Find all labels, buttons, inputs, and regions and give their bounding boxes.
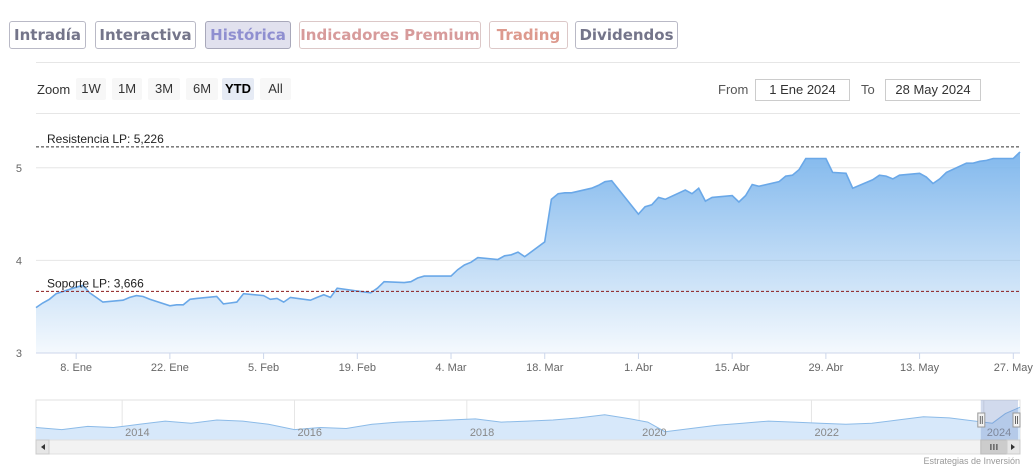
zoom-button-all[interactable]: All [260,78,291,100]
zoom-button-1w[interactable]: 1W [76,78,106,100]
navigator-year-label: 2024 [987,427,1011,439]
support-label: Soporte LP: 3,666 [47,276,144,290]
zoom-button-ytd[interactable]: YTD [222,78,254,100]
grip-icon [990,444,998,450]
y-tick-label: 5 [16,163,22,175]
x-tick-label: 27. May [994,362,1034,374]
navigator-year-label: 2022 [814,427,838,439]
zoom-label: Zoom [37,82,71,97]
tab-dividendos[interactable]: Dividendos [575,21,678,49]
chart-credits: Estrategias de Inversión [923,456,1020,466]
tab-interactiva[interactable]: Interactiva [95,21,196,49]
scroll-right-icon [1011,444,1015,450]
from-date-input[interactable]: 1 Ene 2024 [755,79,850,101]
navigator-right-handle[interactable] [1012,412,1021,428]
y-tick-label: 4 [16,255,22,267]
to-label: To [861,82,875,97]
navigator-year-label: 2014 [125,427,149,439]
x-tick-label: 22. Ene [151,362,189,374]
x-tick-label: 29. Abr [808,362,843,374]
x-axis-labels: 8. Ene 22. Ene 5. Feb 19. Feb 4. Mar 18. Mar 1… [60,353,1033,374]
series-area [36,152,1020,353]
x-tick-label: 13. May [900,362,940,374]
resistance-label: Resistencia LP: 5,226 [47,132,164,146]
navigator-year-label: 2018 [470,427,494,439]
x-tick-label: 15. Abr [715,362,750,374]
from-label: From [718,82,749,97]
tab-intradia[interactable]: Intradía [9,21,86,49]
navigator-selection[interactable] [980,400,1018,440]
zoom-button-1m[interactable]: 1M [112,78,142,100]
x-tick-label: 18. Mar [526,362,564,374]
zoom-button-3m[interactable]: 3M [148,78,180,100]
x-tick-label: 8. Ene [60,362,92,374]
navigator-area [36,407,1020,440]
scroll-left-icon [41,444,45,450]
x-tick-label: 4. Mar [435,362,467,374]
x-tick-label: 19. Feb [339,362,376,374]
tab-trading[interactable]: Trading [489,21,568,49]
x-tick-label: 1. Abr [624,362,653,374]
navigator-year-label: 2016 [297,427,321,439]
top-divider [36,62,1020,63]
chart-top-divider [36,113,1020,114]
zoom-button-6m[interactable]: 6M [186,78,218,100]
navigator[interactable]: 2014 2016 2018 2020 2022 2024 [35,399,1021,441]
y-tick-label: 3 [16,348,22,360]
navigator-scrollbar[interactable] [35,439,1021,455]
x-tick-label: 5. Feb [248,362,279,374]
navigator-year-label: 2020 [642,427,666,439]
y-axis-labels: 3 4 5 [16,163,22,360]
series-line [35,151,1021,309]
navigator-left-handle[interactable] [977,412,986,428]
to-date-input[interactable]: 28 May 2024 [885,79,981,101]
navigator-line [35,406,1021,433]
tab-indicadores-premium[interactable]: Indicadores Premium [299,21,481,49]
tab-historica[interactable]: Histórica [205,21,291,49]
